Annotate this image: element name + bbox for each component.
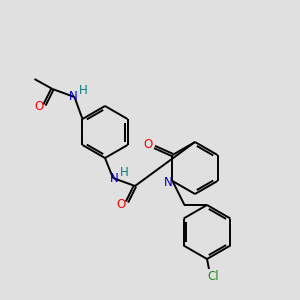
- Text: O: O: [35, 100, 44, 113]
- Text: H: H: [79, 85, 88, 98]
- Text: Cl: Cl: [207, 269, 219, 283]
- Text: O: O: [144, 139, 153, 152]
- Text: N: N: [164, 176, 173, 188]
- Text: O: O: [116, 197, 126, 211]
- Text: N: N: [69, 89, 78, 103]
- Text: H: H: [120, 167, 128, 179]
- Text: N: N: [110, 172, 118, 185]
